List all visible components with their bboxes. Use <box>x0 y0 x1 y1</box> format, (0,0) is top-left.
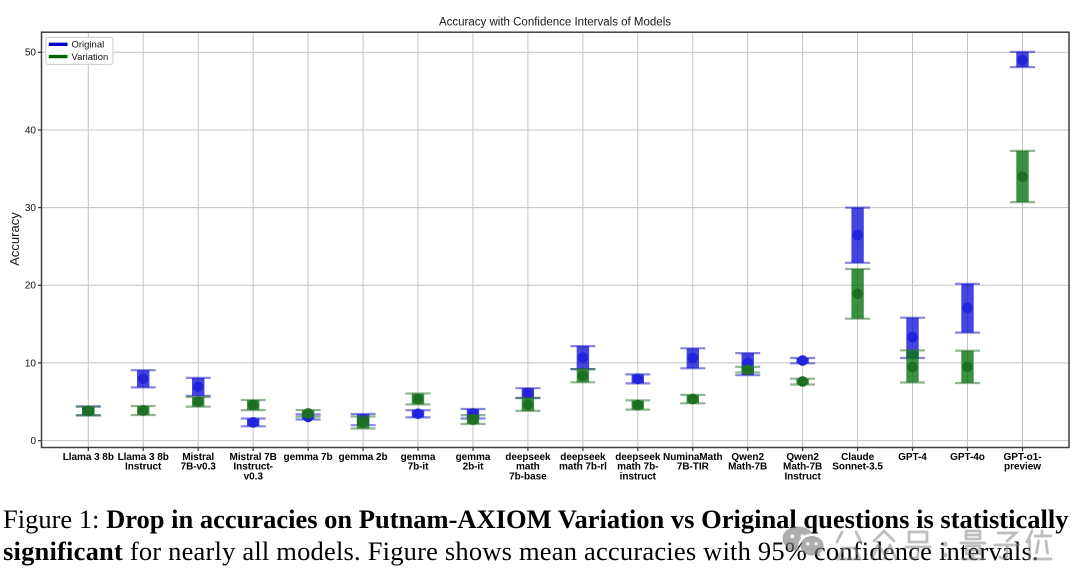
svg-text:Instruct: Instruct <box>784 471 821 482</box>
svg-text:50: 50 <box>25 48 37 59</box>
svg-text:GPT-o1-: GPT-o1- <box>1004 452 1042 463</box>
svg-text:gemma 7b: gemma 7b <box>284 452 333 463</box>
svg-text:30: 30 <box>25 203 37 214</box>
svg-text:Math-7B: Math-7B <box>783 462 822 473</box>
svg-text:preview: preview <box>1004 462 1041 473</box>
svg-text:gemma: gemma <box>456 452 491 463</box>
svg-text:7B-TIR: 7B-TIR <box>677 462 710 473</box>
svg-text:2b-it: 2b-it <box>463 462 485 473</box>
svg-text:40: 40 <box>25 125 37 136</box>
svg-text:gemma 2b: gemma 2b <box>339 452 388 463</box>
svg-text:Accuracy: Accuracy <box>7 212 22 266</box>
svg-text:Qwen2: Qwen2 <box>786 452 819 463</box>
svg-text:7b-base: 7b-base <box>509 471 547 482</box>
svg-text:Llama 3 8b: Llama 3 8b <box>63 452 114 463</box>
svg-text:Mistral 7B: Mistral 7B <box>230 452 277 463</box>
svg-text:math: math <box>516 462 540 473</box>
svg-text:GPT-4o: GPT-4o <box>950 452 985 463</box>
svg-text:Accuracy with Confidence Inter: Accuracy with Confidence Intervals of Mo… <box>439 17 671 29</box>
svg-text:gemma: gemma <box>401 452 436 463</box>
svg-text:deepseek: deepseek <box>615 452 661 463</box>
svg-text:20: 20 <box>25 281 37 292</box>
svg-text:instruct: instruct <box>620 471 657 482</box>
svg-text:0: 0 <box>30 436 36 447</box>
svg-text:7b-it: 7b-it <box>408 462 430 473</box>
svg-text:Llama 3 8b: Llama 3 8b <box>118 452 169 463</box>
svg-text:Original: Original <box>72 40 105 51</box>
svg-text:Mistral: Mistral <box>182 452 214 463</box>
svg-text:GPT-4: GPT-4 <box>898 452 927 463</box>
svg-text:deepseek: deepseek <box>560 452 606 463</box>
svg-text:Instruct-: Instruct- <box>233 462 273 473</box>
svg-text:Claude: Claude <box>841 452 875 463</box>
svg-text:math 7b-: math 7b- <box>617 462 658 473</box>
svg-text:deepseek: deepseek <box>505 452 551 463</box>
svg-text:Sonnet-3.5: Sonnet-3.5 <box>832 462 883 473</box>
svg-text:v0.3: v0.3 <box>244 471 264 482</box>
svg-text:Variation: Variation <box>72 52 109 63</box>
svg-text:7B-v0.3: 7B-v0.3 <box>181 462 217 473</box>
svg-text:Qwen2: Qwen2 <box>731 452 764 463</box>
svg-text:Math-7B: Math-7B <box>728 462 767 473</box>
svg-text:10: 10 <box>25 358 37 369</box>
svg-text:Instruct: Instruct <box>125 462 162 473</box>
svg-text:NuminaMath: NuminaMath <box>663 452 723 463</box>
svg-text:math 7b-rl: math 7b-rl <box>559 462 607 473</box>
